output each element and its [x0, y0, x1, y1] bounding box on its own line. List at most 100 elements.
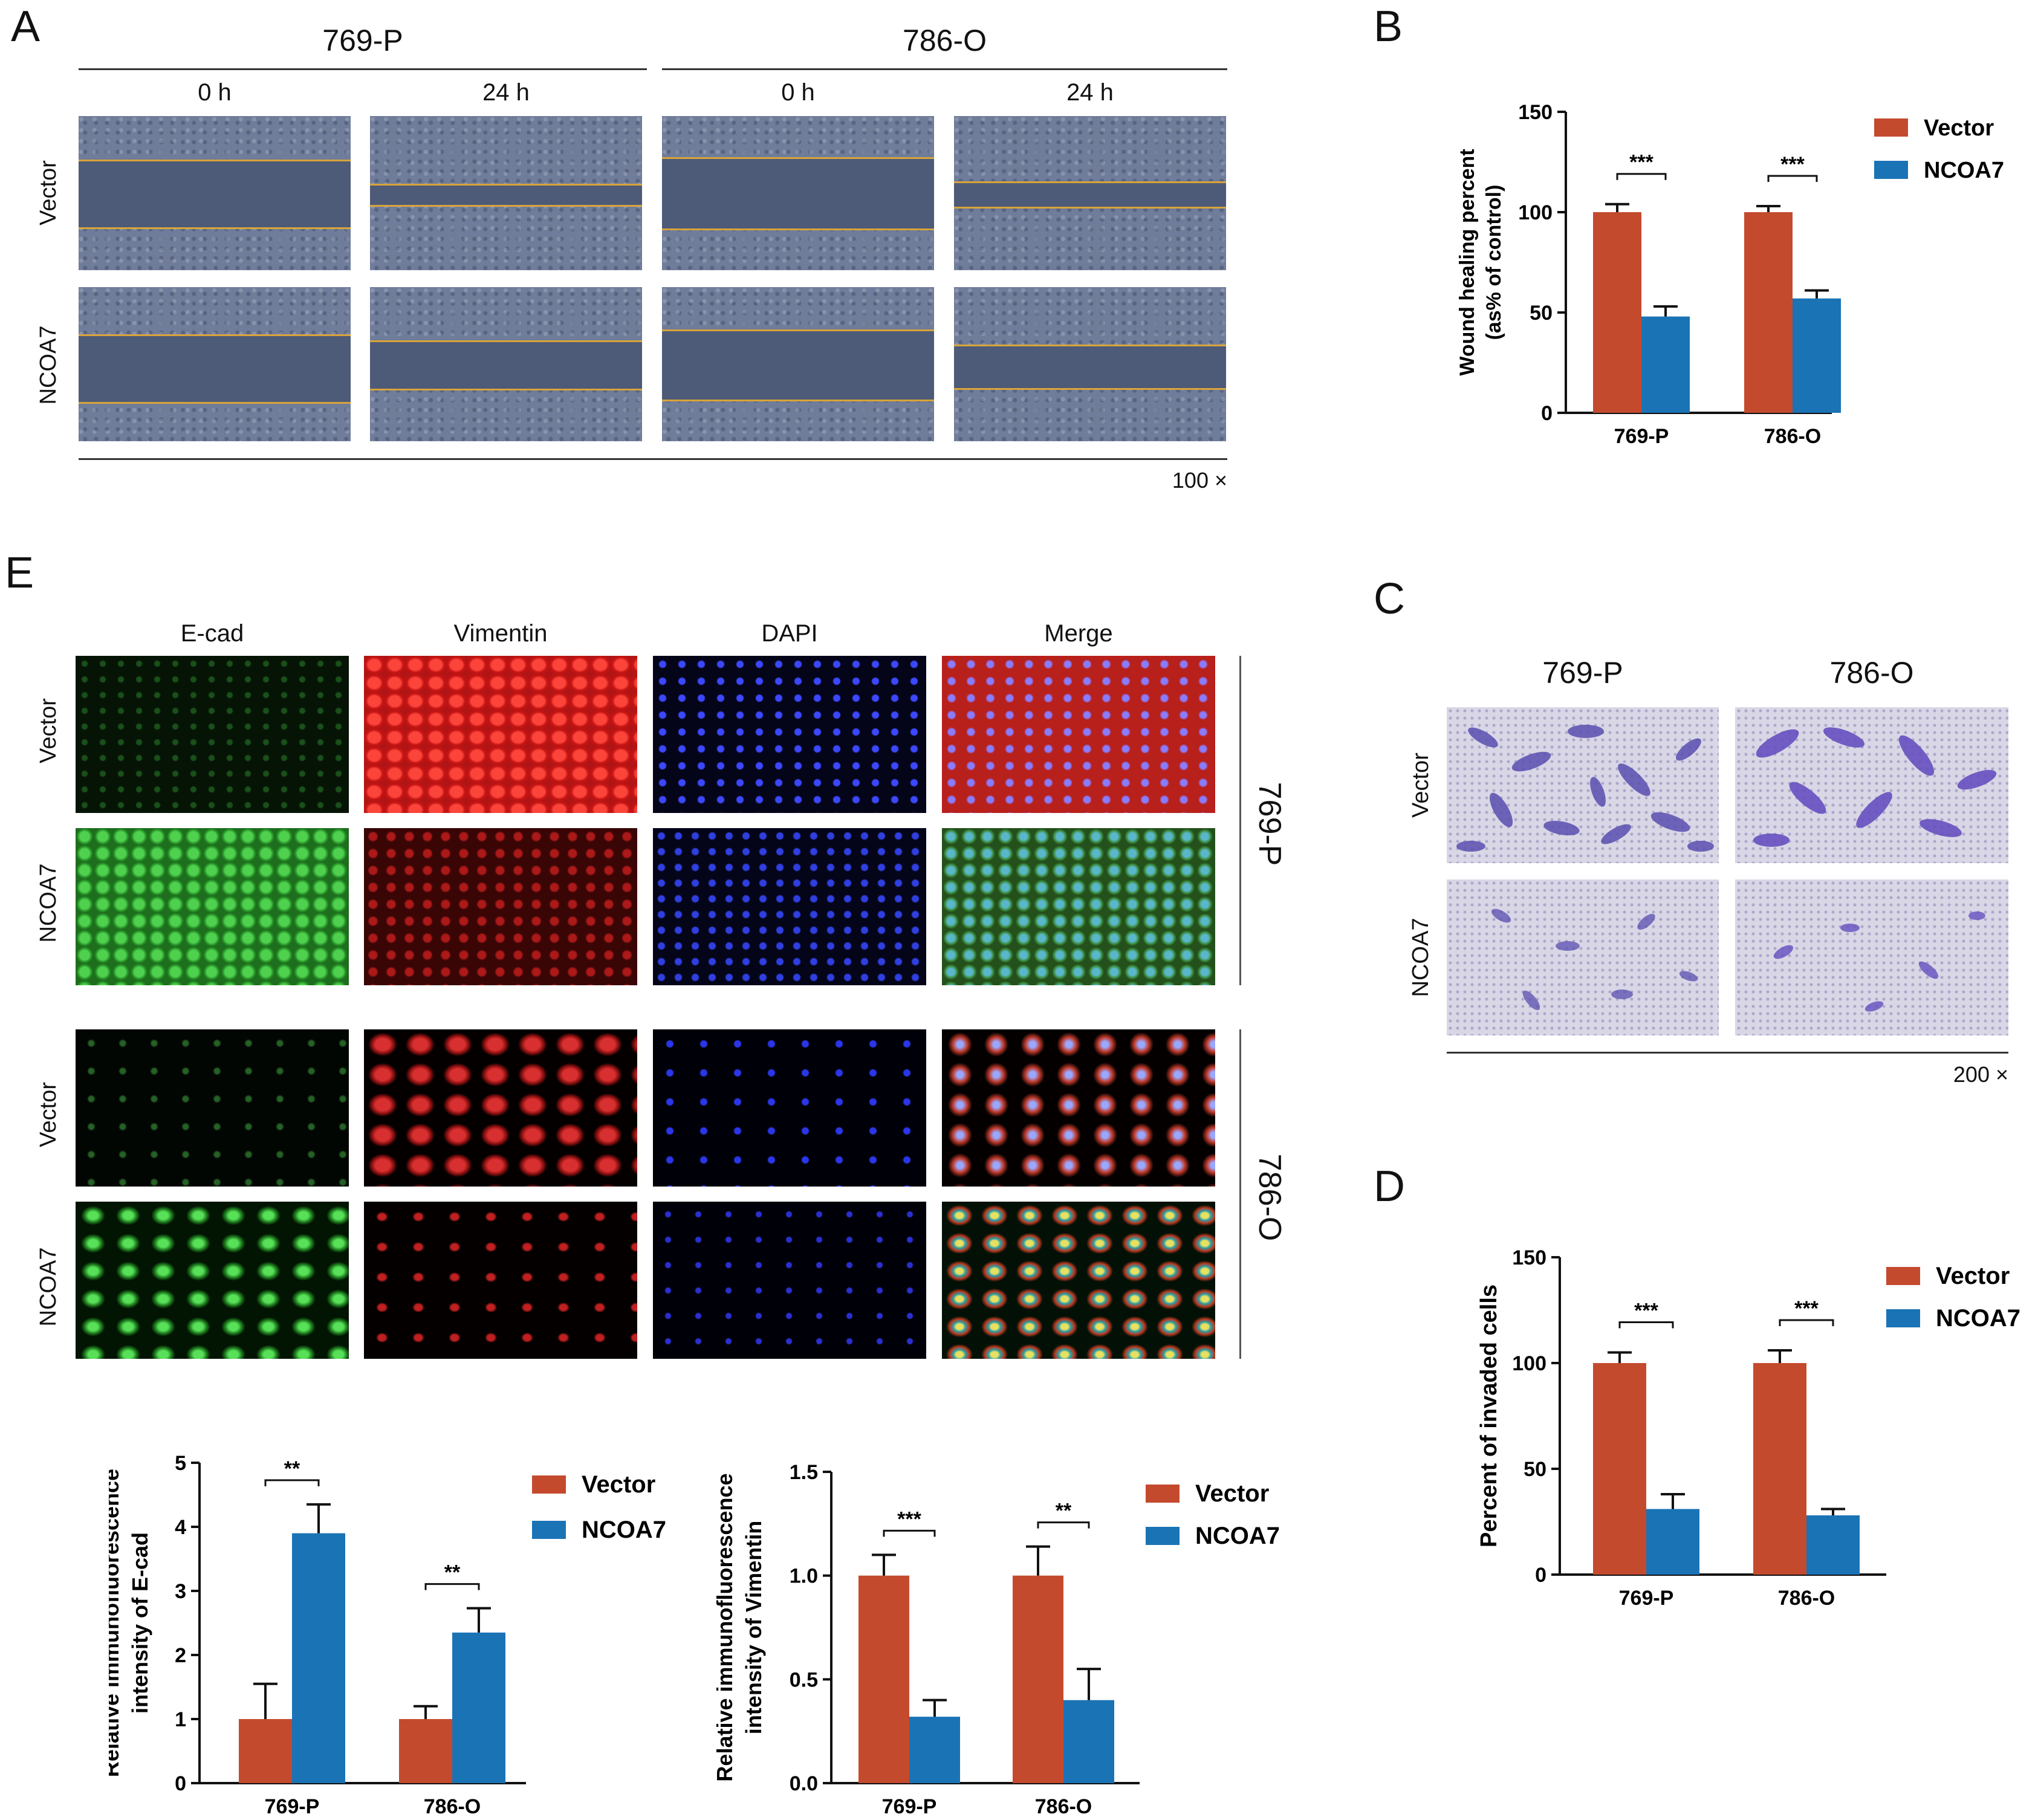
panel-e-bracket-769p [1239, 656, 1241, 985]
chart-b-wound-healing: 0 50 100 150 Wound healing percent (as% of co… [1456, 101, 2004, 448]
significance-bracket [424, 1583, 480, 1590]
y-tick-label: 2 [175, 1644, 186, 1667]
panel-letter-b: B [1374, 2, 1403, 51]
y-axis-label: Relative immunofluorescence [109, 1469, 123, 1777]
if-769p-vector-merge [942, 656, 1215, 813]
bar-ncoa7 [452, 1632, 505, 1783]
legend-label-vector: Vector [1924, 115, 1994, 141]
panel-c-group-786o: 786-O [1829, 656, 1914, 690]
wound-image-769p-ncoa7-0h [79, 287, 351, 441]
panel-e-cell-line-label: 786-O [1252, 1153, 1287, 1242]
bar-vector [1753, 1363, 1806, 1575]
x-tick-label: 786-O [424, 1795, 481, 1816]
wound-image-769p-vector-0h [79, 116, 351, 270]
panel-a-group-786o: 786-O [903, 24, 987, 57]
if-786o-ncoa7-ecad [76, 1202, 349, 1359]
panel-e-channel-label: Vimentin [453, 620, 548, 647]
significance-label: *** [897, 1507, 921, 1530]
if-786o-vector-merge [942, 1029, 1215, 1187]
y-axis-label-line2: intensity of E-cad [128, 1532, 152, 1714]
significance-bracket [1779, 1319, 1834, 1326]
y-tick-label: 0.0 [790, 1772, 818, 1795]
panel-a-group-underline [662, 68, 1227, 70]
panel-e-channel-label: E-cad [180, 620, 244, 647]
bar-vector [858, 1575, 909, 1783]
significance-bracket [1616, 173, 1667, 180]
if-769p-ncoa7-vimentin [364, 828, 637, 985]
x-tick-label: 786-O [1764, 425, 1822, 448]
bar-vector [1744, 212, 1793, 413]
y-tick-label: 3 [175, 1580, 186, 1603]
panel-letter-c: C [1374, 575, 1405, 623]
y-axis-label: Wound healing percent [1456, 149, 1479, 375]
transwell-image-769p-vector [1447, 707, 1719, 863]
panel-letter-e: E [5, 549, 34, 597]
bar-ncoa7 [1793, 298, 1841, 413]
legend-label-ncoa7: NCOA7 [582, 1517, 666, 1543]
panel-c-group-769p: 769-P [1542, 656, 1623, 690]
bar-ncoa7 [1641, 316, 1690, 413]
y-axis-label: Percent of invaded cells [1476, 1284, 1502, 1547]
panel-a-row-label: Vector [36, 160, 61, 225]
x-tick-label: 786-O [1778, 1587, 1835, 1610]
transwell-image-786o-ncoa7 [1735, 879, 2008, 1035]
y-tick-label: 150 [1518, 101, 1553, 124]
legend-swatch-ncoa7 [532, 1521, 566, 1539]
wound-image-769p-vector-24h [370, 116, 642, 270]
legend-label-ncoa7: NCOA7 [1936, 1305, 2020, 1332]
x-tick-label: 769-P [1619, 1587, 1674, 1610]
y-tick-label: 5 [175, 1452, 186, 1475]
bar-ncoa7 [1063, 1700, 1114, 1783]
legend-label-vector: Vector [582, 1471, 655, 1498]
y-tick-label: 4 [175, 1516, 186, 1539]
y-axis-label-line2: (as% of control) [1482, 185, 1505, 340]
if-786o-ncoa7-dapi [653, 1202, 926, 1359]
panel-letter-a: A [11, 2, 41, 51]
bar-vector [1593, 212, 1641, 413]
chart-e-ecad-intensity: 0 1 2 3 4 5 Relative immunofluorescence intensi… [109, 1452, 666, 1816]
panel-a-time-label: 24 h [1066, 79, 1114, 106]
panel-a-group-769p: 769-P [322, 24, 403, 57]
panel-e-row-label: NCOA7 [36, 1247, 61, 1327]
x-tick-label: 786-O [1035, 1795, 1092, 1816]
x-tick-label: 769-P [265, 1795, 320, 1816]
panel-a-bottom-rule [79, 458, 1227, 460]
panel-a-row-label: NCOA7 [36, 325, 61, 405]
significance-label: *** [1634, 1300, 1658, 1323]
x-tick-label: 769-P [882, 1795, 937, 1816]
if-769p-ncoa7-ecad [76, 828, 349, 985]
bar-vector [239, 1719, 292, 1783]
legend-swatch-ncoa7 [1146, 1527, 1180, 1545]
y-tick-label: 100 [1512, 1352, 1546, 1375]
significance-label: ** [1056, 1500, 1072, 1523]
legend-label-vector: Vector [1936, 1263, 2010, 1289]
significance-label: *** [1794, 1297, 1819, 1320]
chart-e-vimentin-intensity: 0.0 0.5 1.0 1.5 Relative immunofluorescence i… [716, 1461, 1280, 1816]
panel-e-row-label: Vector [36, 698, 61, 763]
significance-bracket [1618, 1321, 1674, 1329]
significance-bracket [1767, 175, 1818, 183]
bar-ncoa7 [1806, 1515, 1860, 1575]
panel-e-channel-label: Merge [1044, 620, 1113, 647]
panel-e-row-label: NCOA7 [36, 863, 61, 943]
if-769p-ncoa7-merge [942, 828, 1215, 985]
legend-swatch-vector [1874, 118, 1908, 137]
legend-swatch-ncoa7 [1886, 1309, 1920, 1327]
significance-bracket [1037, 1521, 1090, 1529]
if-769p-vector-ecad [76, 656, 349, 813]
legend-label-ncoa7: NCOA7 [1924, 158, 2004, 183]
y-tick-label: 0.5 [790, 1668, 818, 1691]
panel-e-channel-label: DAPI [761, 620, 818, 647]
wound-image-786o-vector-24h [954, 116, 1226, 270]
wound-image-786o-ncoa7-0h [662, 287, 934, 441]
panel-e-bracket-786o [1239, 1029, 1241, 1359]
y-tick-label: 0 [1535, 1564, 1546, 1587]
if-786o-ncoa7-vimentin [364, 1202, 637, 1359]
y-tick-label: 50 [1530, 302, 1553, 325]
legend-swatch-vector [532, 1475, 566, 1494]
legend-swatch-vector [1146, 1485, 1180, 1503]
bar-vector [1013, 1575, 1063, 1783]
if-769p-vector-vimentin [364, 656, 637, 813]
y-tick-label: 100 [1518, 201, 1553, 224]
legend-label-ncoa7: NCOA7 [1195, 1523, 1280, 1549]
